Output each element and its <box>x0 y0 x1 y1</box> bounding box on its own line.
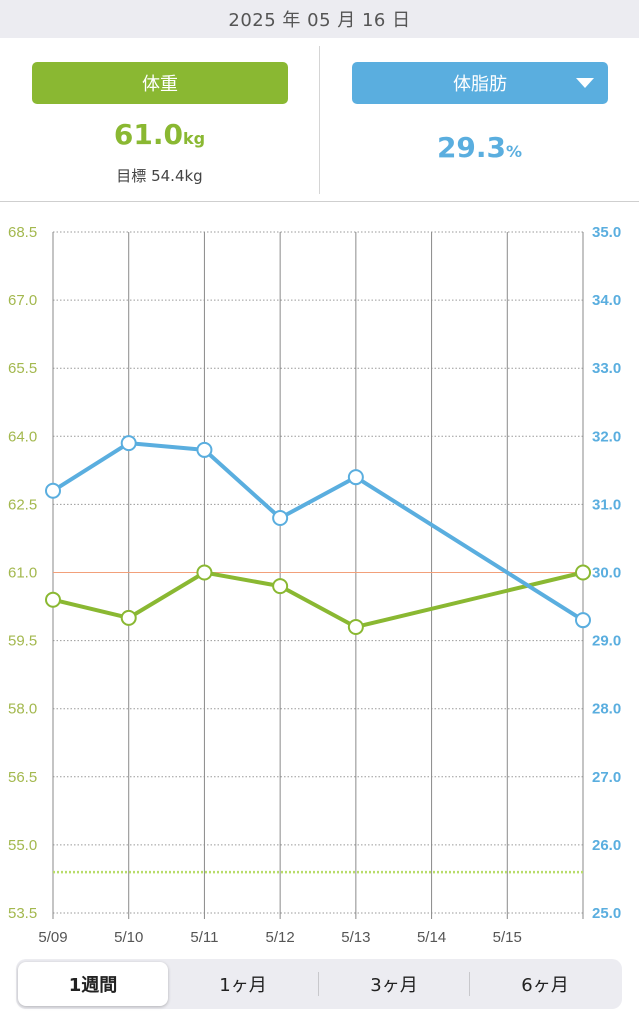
right-axis-tick-label: 31.0 <box>592 496 621 513</box>
tab-6-months[interactable]: 6ヶ月 <box>470 962 620 1006</box>
weight-point <box>575 564 591 581</box>
tab-separator <box>469 972 470 996</box>
weight-point <box>272 578 289 595</box>
body-fat-dropdown-button[interactable]: 体脂肪 <box>352 62 608 104</box>
body-fat-point <box>347 469 364 486</box>
body-fat-button-label: 体脂肪 <box>453 74 507 95</box>
left-axis-tick-label: 67.0 <box>8 292 37 309</box>
x-axis-tick-label: 5/11 <box>190 929 218 946</box>
weight-button[interactable]: 体重 <box>32 62 288 104</box>
right-axis-tick-label: 25.0 <box>592 905 621 922</box>
body-fat-value: 29.3% <box>320 131 639 164</box>
right-axis-tick-label: 35.0 <box>592 224 621 241</box>
weight-point <box>196 564 213 581</box>
left-axis-tick-label: 53.5 <box>8 905 37 922</box>
right-axis-tick-label: 30.0 <box>592 565 621 582</box>
body-fat-series-line <box>51 441 585 623</box>
weight-unit: kg <box>183 129 206 148</box>
period-tabs: 1週間 1ヶ月 3ヶ月 6ヶ月 <box>16 959 622 1009</box>
tab-3-months[interactable]: 3ヶ月 <box>319 962 469 1006</box>
body-fat-number: 29.3 <box>436 131 507 164</box>
x-axis-tick-label: 5/12 <box>266 929 295 946</box>
x-axis-tick-label: 5/14 <box>417 929 446 946</box>
x-axis-tick-label: 5/10 <box>114 929 143 946</box>
tab-separator <box>318 972 319 996</box>
weight-number: 61.0 <box>113 118 183 151</box>
left-axis-tick-label: 64.0 <box>8 428 37 445</box>
left-axis-tick-label: 55.0 <box>8 837 37 854</box>
body-fat-point <box>45 482 61 499</box>
x-axis-tick-label: 5/13 <box>341 929 370 946</box>
left-axis-tick-label: 62.5 <box>8 496 37 513</box>
weight-point <box>45 591 61 608</box>
date-header: 2025 年 05 月 16 日 <box>0 0 639 38</box>
right-axis-tick-label: 27.0 <box>592 769 621 786</box>
tab-label: 3ヶ月 <box>370 975 418 996</box>
target-value: 54.4kg <box>151 167 203 185</box>
right-axis-tick-label: 28.0 <box>592 701 621 718</box>
body-fat-point <box>272 510 289 527</box>
chevron-down-icon <box>576 78 594 88</box>
body-fat-point <box>196 441 213 458</box>
right-axis-tick-label: 33.0 <box>592 360 621 377</box>
tab-1-month[interactable]: 1ヶ月 <box>168 962 318 1006</box>
left-axis-tick-label: 65.5 <box>8 360 37 377</box>
tab-label: 1週間 <box>68 975 118 996</box>
weight-button-label: 体重 <box>142 74 178 95</box>
body-fat-panel: 体脂肪 29.3% <box>320 38 639 201</box>
right-axis-tick-label: 29.0 <box>592 633 621 650</box>
tab-1-week[interactable]: 1週間 <box>18 962 168 1006</box>
left-axis-tick-label: 58.0 <box>8 701 37 718</box>
right-axis-tick-label: 26.0 <box>592 837 621 854</box>
x-axis-tick-label: 5/15 <box>493 929 522 946</box>
target-weight: 目標 54.4kg <box>0 165 319 186</box>
body-fat-unit: % <box>506 142 523 161</box>
panel-divider <box>319 46 320 194</box>
body-fat-point <box>575 612 591 629</box>
x-axis-tick-label: 5/09 <box>38 929 67 946</box>
weight-panel: 体重 61.0kg 目標 54.4kg <box>0 38 319 201</box>
body-fat-point <box>120 435 137 452</box>
left-axis-tick-label: 61.0 <box>8 565 37 582</box>
weight-value: 61.0kg <box>0 118 319 151</box>
header-divider <box>0 201 639 202</box>
weight-fat-chart[interactable]: 53.5 55.0 56.5 58.0 59.5 61.0 62.5 64.0 65.5 67.0… <box>0 202 639 947</box>
date-text: 2025 年 05 月 16 日 <box>228 10 411 31</box>
weight-point <box>347 618 364 635</box>
left-axis-tick-label: 59.5 <box>8 633 37 650</box>
left-axis-tick-label: 56.5 <box>8 769 37 786</box>
right-axis-tick-label: 32.0 <box>592 428 621 445</box>
tab-label: 6ヶ月 <box>521 975 569 996</box>
target-label: 目標 <box>116 167 147 185</box>
weight-point <box>120 609 137 626</box>
tab-label: 1ヶ月 <box>219 975 267 996</box>
left-axis-tick-label: 68.5 <box>8 224 37 241</box>
weight-series-line <box>51 570 585 629</box>
right-axis-tick-label: 34.0 <box>592 292 621 309</box>
